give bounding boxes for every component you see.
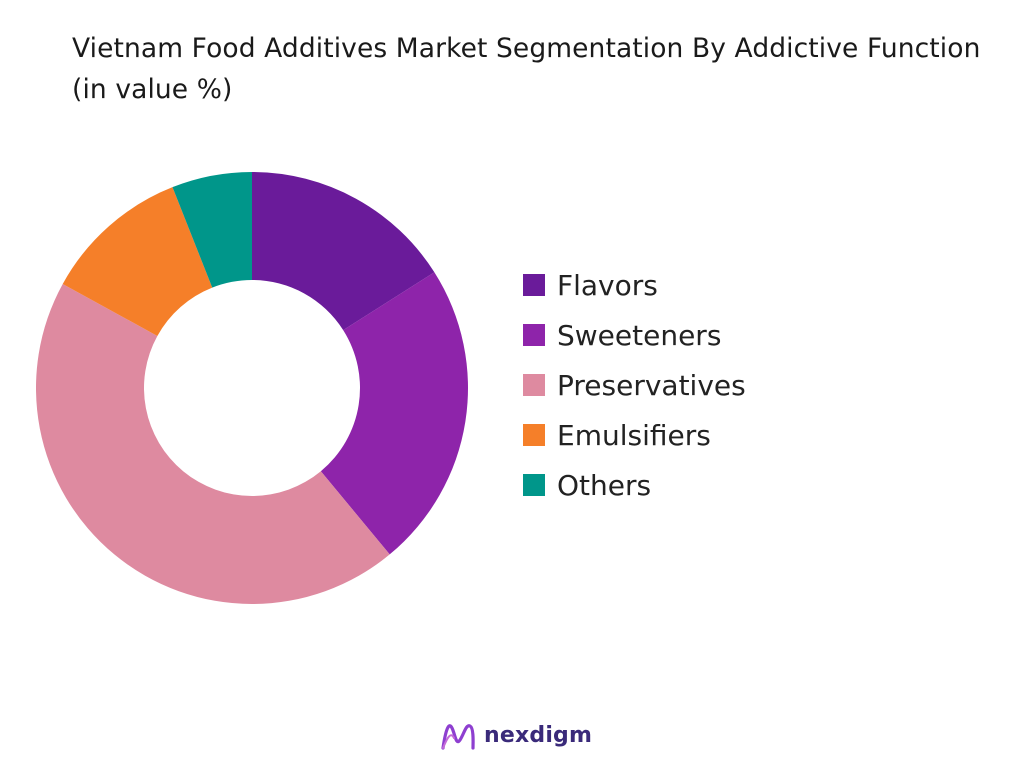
legend-item-emulsifiers: Emulsifiers [523, 410, 746, 460]
donut-slice-sweeteners [320, 272, 468, 555]
legend-item-sweeteners: Sweeteners [523, 310, 746, 360]
legend-item-preservatives: Preservatives [523, 360, 746, 410]
donut-slice-preservatives [35, 283, 390, 605]
legend-swatch [523, 474, 545, 496]
brand-name: nexdigm [484, 722, 593, 748]
donut-slice-flavors [252, 172, 435, 331]
legend-label: Sweeteners [557, 318, 722, 352]
legend-label: Flavors [557, 268, 658, 302]
chart-legend: Flavors Sweeteners Preservatives Emulsifier… [523, 260, 746, 510]
donut-slice-emulsifiers [62, 187, 213, 336]
nexdigm-logo: nexdigm [440, 715, 592, 755]
legend-label: Emulsifiers [557, 418, 711, 452]
legend-swatch [523, 274, 545, 296]
legend-item-others: Others [523, 460, 746, 510]
legend-item-flavors: Flavors [523, 260, 746, 310]
legend-label: Others [557, 468, 652, 502]
legend-label: Preservatives [557, 368, 746, 402]
donut-slice-others [172, 172, 252, 288]
nexdigm-logo-icon [441, 724, 475, 750]
legend-swatch [523, 374, 545, 396]
legend-swatch [523, 324, 545, 346]
donut-chart [35, 172, 468, 605]
chart-title: Vietnam Food Additives Market Segmentati… [72, 33, 981, 105]
legend-swatch [523, 424, 545, 446]
